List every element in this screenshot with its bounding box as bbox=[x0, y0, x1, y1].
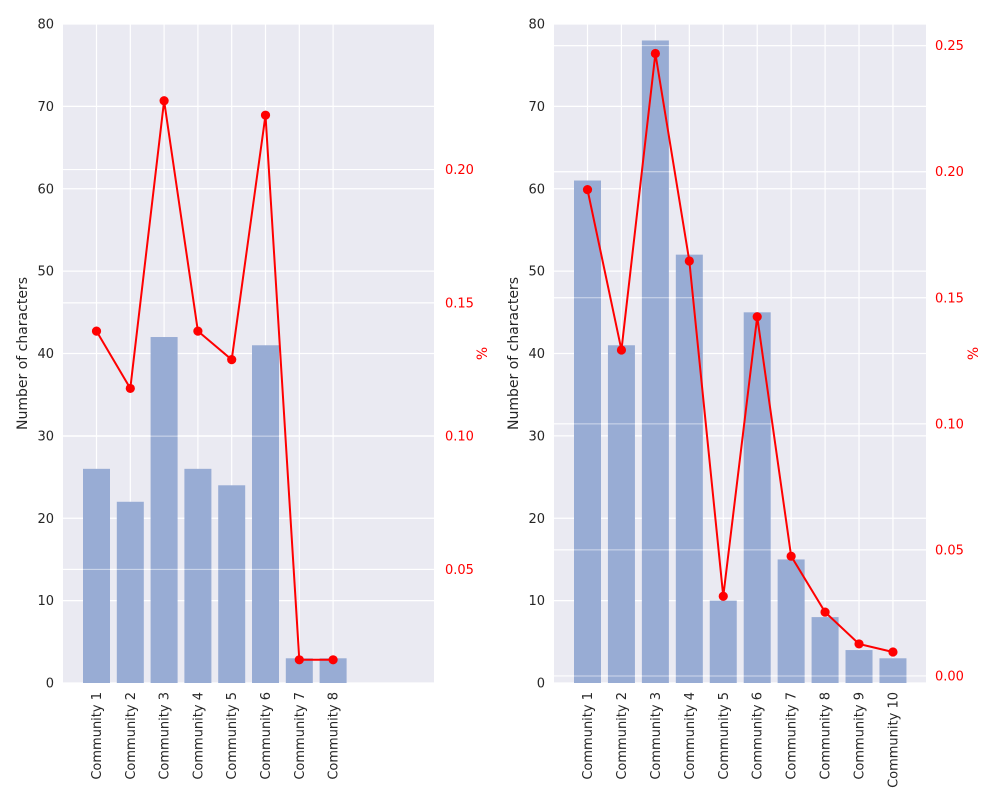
y-tick-label: 10 bbox=[37, 594, 54, 609]
percent-point bbox=[650, 48, 660, 59]
percent-point bbox=[125, 383, 135, 394]
x-tick-label: Community 4 bbox=[191, 692, 206, 780]
bar bbox=[83, 468, 110, 683]
bar bbox=[184, 468, 212, 683]
x-tick-label: Community 1 bbox=[581, 692, 596, 780]
percent-point bbox=[582, 185, 593, 195]
x-tick-label: Community 10 bbox=[886, 692, 901, 788]
y-tick-label: 30 bbox=[528, 429, 545, 444]
y2-tick-label: 0.05 bbox=[935, 543, 964, 558]
y-tick-label: 10 bbox=[528, 594, 545, 609]
y-tick-label: 70 bbox=[37, 100, 54, 115]
bar bbox=[252, 345, 279, 683]
bar bbox=[641, 40, 669, 684]
percent-point bbox=[193, 326, 203, 336]
bar bbox=[116, 501, 144, 683]
bar bbox=[777, 559, 805, 683]
y-tick-label: 30 bbox=[37, 429, 54, 444]
y-tick-label: 80 bbox=[37, 18, 54, 33]
x-tick-label: Community 5 bbox=[225, 692, 240, 780]
percent-line bbox=[586, 53, 894, 653]
bar bbox=[743, 312, 771, 683]
y2-tick-label: 0.20 bbox=[445, 163, 474, 178]
x-tick-label: Community 5 bbox=[717, 692, 732, 780]
bar bbox=[845, 650, 873, 683]
x-tick-label: Community 7 bbox=[785, 692, 800, 780]
percent-point bbox=[718, 591, 728, 601]
percent-point bbox=[684, 256, 694, 266]
x-tick-label: Community 8 bbox=[819, 692, 834, 780]
bar bbox=[811, 617, 839, 683]
x-tick-label: Community 4 bbox=[683, 692, 698, 780]
bar bbox=[607, 345, 635, 683]
y-tick-label: 80 bbox=[528, 18, 545, 33]
percent-point bbox=[752, 312, 762, 322]
x-tick-label: Community 8 bbox=[327, 692, 342, 780]
x-tick-label: Community 2 bbox=[615, 692, 630, 780]
percent-point bbox=[328, 655, 338, 665]
y-axis-label: Number of characters bbox=[506, 277, 522, 430]
y-tick-label: 20 bbox=[528, 512, 545, 527]
percent-point bbox=[616, 345, 627, 355]
y-tick-label: 60 bbox=[528, 182, 545, 197]
y2-tick-label: 0.10 bbox=[445, 430, 474, 445]
x-tick-label: Community 7 bbox=[293, 692, 308, 780]
y-axis-label: Number of characters bbox=[15, 277, 31, 430]
y-tick-label: 50 bbox=[37, 265, 54, 280]
y2-tick-label: 0.15 bbox=[935, 291, 964, 306]
x-tick-label: Community 9 bbox=[853, 692, 868, 780]
x-tick-label: Community 1 bbox=[90, 692, 105, 780]
x-tick-label: Community 6 bbox=[751, 692, 766, 780]
bar bbox=[709, 600, 737, 683]
y-tick-label: 0 bbox=[537, 677, 545, 692]
y-tick-label: 20 bbox=[37, 512, 54, 527]
percent-point bbox=[260, 110, 271, 120]
percent-point bbox=[159, 96, 169, 106]
y-tick-label: 60 bbox=[37, 182, 54, 197]
y-tick-label: 70 bbox=[528, 100, 545, 115]
percent-point bbox=[820, 607, 830, 617]
percent-point bbox=[91, 326, 102, 336]
bar bbox=[574, 180, 601, 683]
percent-point bbox=[294, 655, 304, 665]
percent-point bbox=[786, 551, 796, 561]
y2-tick-label: 0.00 bbox=[935, 669, 964, 684]
x-tick-label: Community 2 bbox=[124, 692, 139, 780]
x-tick-label: Community 6 bbox=[259, 692, 274, 780]
y-tick-label: 50 bbox=[528, 265, 545, 280]
bar bbox=[879, 658, 907, 683]
y-tick-label: 40 bbox=[528, 347, 545, 362]
y2-tick-label: 0.05 bbox=[445, 563, 474, 578]
percent-line bbox=[95, 100, 334, 661]
y-tick-label: 40 bbox=[37, 347, 54, 362]
x-tick-label: Community 3 bbox=[649, 692, 664, 780]
x-tick-label: Community 3 bbox=[158, 692, 173, 780]
bar bbox=[675, 254, 703, 683]
bar bbox=[218, 485, 246, 683]
bar bbox=[150, 337, 178, 683]
right-chart: 0 10 20 30 40 50 60 70 80 0.00 0.05 0.10 0.15 0.20 0.2… bbox=[506, 18, 982, 788]
y2-tick-label: 0.10 bbox=[935, 417, 964, 432]
percent-point bbox=[854, 639, 864, 649]
left-chart: 0 10 20 30 40 50 60 70 80 0.05 0.10 0.15 0.20 Communi… bbox=[15, 18, 491, 780]
percent-point bbox=[227, 355, 237, 365]
y-tick-label: 0 bbox=[46, 677, 54, 692]
y2-tick-label: 0.20 bbox=[935, 165, 964, 180]
y2-tick-label: 0.15 bbox=[445, 296, 474, 311]
y2-tick-label: 0.25 bbox=[935, 39, 964, 54]
y2-axis-label: % bbox=[966, 347, 982, 360]
y2-axis-label: % bbox=[475, 347, 491, 360]
percent-point bbox=[888, 647, 898, 657]
